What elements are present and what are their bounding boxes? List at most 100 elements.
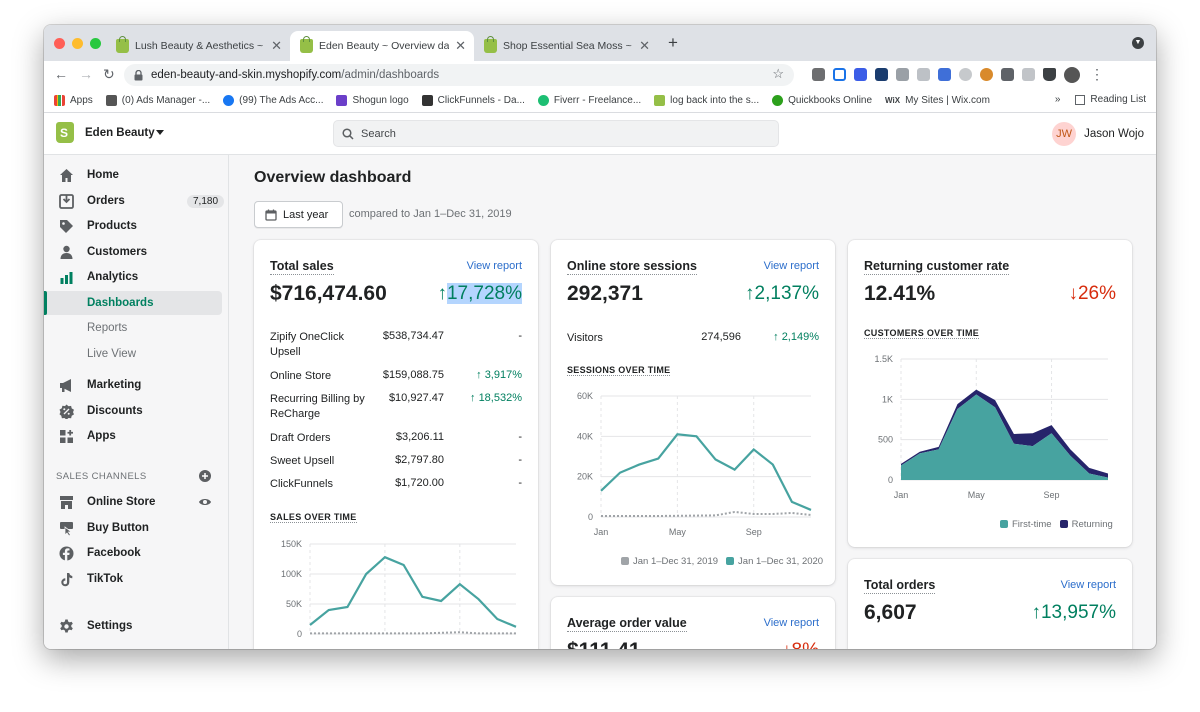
shogun-icon [336,95,348,106]
zoom-window-button[interactable] [90,38,101,49]
minimize-window-button[interactable] [72,38,83,49]
chart-title: SESSIONS OVER TIME [567,365,671,376]
browser-tab-3[interactable]: Shop Essential Sea Moss ~ Ov ✕ [474,31,658,61]
extension-icon[interactable] [917,68,930,81]
bookmark-item[interactable]: Shogun logo [336,95,409,106]
close-tab-icon[interactable]: ✕ [455,38,466,53]
browser-tab-1[interactable]: Lush Beauty & Aesthetics ~ Ov ✕ [106,31,290,61]
sidebar-item-tiktok[interactable]: TikTok [44,567,229,591]
channel-change: - [518,454,522,466]
extension-icon[interactable] [875,68,888,81]
tab-search-icon[interactable]: ▼ [1132,37,1144,49]
card-title[interactable]: Total sales [270,259,334,275]
close-window-button[interactable] [54,38,65,49]
sidebar-subitem-reports[interactable]: Reports [44,316,229,340]
extension-icon[interactable] [854,68,867,81]
reload-icon[interactable]: ↻ [103,66,115,82]
aov-value: $111.41 [567,639,641,649]
arrow-up-icon: ↑ [773,331,782,343]
sidebar-item-home[interactable]: Home [44,163,229,187]
view-report-link[interactable]: View report [1060,579,1116,591]
sidebar-item-online-store[interactable]: Online Store [44,490,229,514]
table-row: Draft Orders $3,206.11 - [270,431,522,447]
extension-icon[interactable] [938,68,951,81]
sidebar-item-orders[interactable]: Orders 7,180 [44,189,229,213]
channel-change: ↑ 3,917% [476,369,522,381]
sidebar-item-label: Facebook [87,547,141,559]
sidebar-item-analytics[interactable]: Analytics [44,265,229,289]
sidebar-item-customers[interactable]: Customers [44,240,229,264]
channel-value: $159,088.75 [382,369,444,381]
sidebar-item-label: Marketing [87,379,142,391]
sidebar-item-settings[interactable]: Settings [44,614,229,638]
more-bookmarks-chevron-icon[interactable]: » [1054,94,1061,105]
card-title[interactable]: Online store sessions [567,259,697,275]
sidebar-item-facebook[interactable]: Facebook [44,541,229,565]
sidebar-subitem-dashboards[interactable]: Dashboards [44,291,222,315]
tag-icon [60,219,73,233]
y-tick-label: 500 [878,435,893,445]
chart-title: SALES OVER TIME [270,512,357,523]
sidebar-item-label: Live View [87,348,137,360]
total-sales-card: Total sales View report $716,474.60 ↑17,… [254,240,538,649]
change-value: 18,532% [478,392,522,404]
extension-icon[interactable] [812,68,825,81]
back-arrow-icon[interactable]: ← [54,66,68,82]
bookmark-item[interactable]: Quickbooks Online [772,95,872,106]
reading-list[interactable]: » Reading List [1055,94,1146,105]
facebook-icon [59,546,74,561]
extension-icon[interactable] [1022,68,1035,81]
bookmark-apps[interactable]: Apps [54,95,93,106]
bookmark-star-icon[interactable]: ☆ [772,66,784,81]
store-name[interactable]: Eden Beauty [85,127,155,139]
user-menu[interactable]: JW Jason Wojo [1052,122,1144,146]
date-range-button[interactable]: Last year [254,201,343,228]
bookmark-label: Apps [70,95,93,106]
new-tab-button[interactable]: + [668,33,678,52]
series-2020-line [600,433,812,511]
profile-avatar-icon[interactable] [1064,66,1080,83]
bookmark-item[interactable]: WiX My Sites | Wix.com [885,95,990,106]
card-title[interactable]: Average order value [567,616,687,632]
sidebar-item-marketing[interactable]: Marketing [44,373,229,397]
cookie-extension-icon[interactable] [980,68,993,81]
close-tab-icon[interactable]: ✕ [639,38,650,53]
address-bar[interactable]: eden-beauty-and-skin.myshopify.com/admin… [124,64,794,86]
card-title[interactable]: Returning customer rate [864,259,1010,275]
extension-icon[interactable] [833,68,846,81]
arrow-up-icon: ↑ [745,283,755,304]
sidebar-subitem-live-view[interactable]: Live View [44,342,229,366]
series-2020-line [309,555,517,628]
orders-count-badge: 7,180 [187,194,225,208]
bookmark-item[interactable]: log back into the s... [654,95,759,106]
sidebar-item-label: Discounts [87,405,143,417]
sidebar-item-products[interactable]: Products [44,214,229,238]
y-tick-label: 40K [577,431,593,441]
puzzle-extensions-icon[interactable] [1043,68,1056,81]
extension-icon[interactable] [959,68,972,81]
card-title[interactable]: Total orders [864,578,936,594]
close-tab-icon[interactable]: ✕ [271,38,282,53]
view-report-link[interactable]: View report [466,260,522,272]
add-channel-icon[interactable] [199,470,211,482]
y-tick-label: 1K [882,394,893,404]
browser-menu-icon[interactable]: ⋮ [1090,66,1104,82]
bookmark-item[interactable]: (0) Ads Manager -... [105,95,210,106]
search-input[interactable]: Search [333,120,779,147]
tab-bar: Lush Beauty & Aesthetics ~ Ov ✕ Eden Bea… [44,25,1156,61]
eye-icon[interactable] [198,497,212,507]
chevron-down-icon[interactable] [156,130,164,135]
view-report-link[interactable]: View report [763,260,819,272]
camera-extension-icon[interactable] [1001,68,1014,81]
extension-icon[interactable] [896,68,909,81]
browser-tab-2-active[interactable]: Eden Beauty ~ Overview dashb ✕ [290,31,474,61]
sidebar-item-discounts[interactable]: Discounts [44,399,229,423]
view-report-link[interactable]: View report [763,617,819,629]
sidebar-item-buy-button[interactable]: Buy Button [44,516,229,540]
series-2019-line [601,510,812,517]
sidebar-item-apps[interactable]: Apps [44,424,229,448]
bookmark-item[interactable]: ClickFunnels - Da... [421,95,525,106]
bookmark-item[interactable]: (99) The Ads Acc... [223,95,323,106]
bookmark-item[interactable]: Fiverr - Freelance... [537,95,641,106]
forward-arrow-icon[interactable]: → [79,66,93,82]
